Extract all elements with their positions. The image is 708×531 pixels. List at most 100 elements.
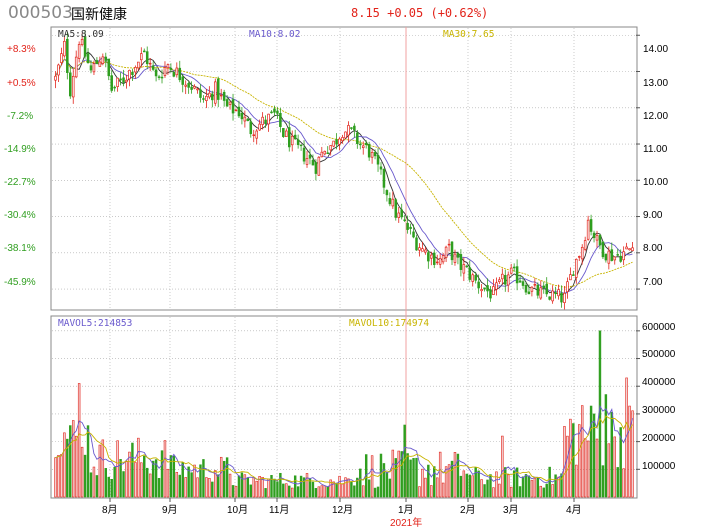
candle-body bbox=[554, 292, 557, 295]
month-label: 2月 bbox=[460, 504, 476, 516]
volume-bar bbox=[628, 405, 631, 498]
candle-body bbox=[350, 127, 353, 129]
volume-bar bbox=[140, 462, 143, 498]
volume-bar bbox=[255, 480, 258, 498]
volume-bar bbox=[433, 466, 436, 498]
candle-body bbox=[438, 258, 442, 265]
volume-bar bbox=[214, 470, 217, 498]
volume-bar bbox=[459, 475, 463, 498]
volume-bar bbox=[619, 427, 622, 498]
candle-body bbox=[196, 88, 199, 91]
candle-body bbox=[293, 134, 297, 140]
percent-tick: -22.7% bbox=[4, 177, 36, 188]
volume-bar bbox=[60, 454, 63, 498]
candle-body bbox=[228, 101, 232, 105]
candle-body bbox=[166, 64, 170, 69]
volume-bar bbox=[474, 467, 477, 498]
volume-bar bbox=[613, 436, 616, 498]
volume-bar bbox=[616, 467, 619, 498]
volume-bar bbox=[302, 477, 306, 498]
month-label: 12月 bbox=[332, 504, 353, 516]
candle-body bbox=[314, 162, 318, 174]
volume-bar bbox=[504, 467, 507, 498]
candle-body bbox=[382, 169, 386, 188]
candle-body bbox=[418, 247, 421, 251]
volume-bar bbox=[438, 451, 442, 498]
candle-body bbox=[131, 71, 134, 75]
volume-bar bbox=[397, 450, 400, 498]
candle-body bbox=[347, 125, 350, 136]
candle-body bbox=[625, 246, 628, 250]
candle-body bbox=[311, 159, 315, 166]
volume-bar bbox=[592, 413, 596, 498]
candle-body bbox=[583, 240, 587, 250]
volume-bar bbox=[578, 424, 581, 498]
candle-body bbox=[113, 86, 116, 89]
volume-bar bbox=[521, 476, 525, 498]
candle-body bbox=[486, 285, 489, 292]
volume-bar bbox=[453, 452, 457, 498]
candle-body bbox=[216, 78, 220, 100]
candle-body bbox=[255, 130, 258, 139]
candle-body bbox=[444, 246, 448, 258]
volume-bar bbox=[551, 484, 554, 498]
volume-bar bbox=[317, 486, 321, 498]
price-tick: 10.00 bbox=[643, 177, 668, 188]
volume-bar bbox=[456, 453, 460, 498]
candle-body bbox=[391, 198, 395, 207]
candle-body bbox=[160, 76, 164, 79]
candle-body bbox=[388, 198, 392, 205]
volume-bar bbox=[169, 455, 173, 498]
candle-body bbox=[566, 281, 569, 292]
month-label: 4月 bbox=[566, 504, 582, 516]
volume-bar bbox=[530, 480, 534, 498]
candle-body bbox=[527, 291, 531, 295]
stock-name: 国新健康 bbox=[71, 7, 127, 23]
candle-body bbox=[270, 111, 273, 114]
candle-body bbox=[569, 274, 572, 281]
price-tick: 12.00 bbox=[643, 111, 668, 122]
volume-bar bbox=[237, 475, 241, 498]
candle-body bbox=[308, 154, 312, 159]
candle-body bbox=[338, 138, 341, 145]
volume-bar bbox=[533, 478, 537, 498]
candle-body bbox=[332, 140, 335, 147]
candle-body bbox=[252, 134, 256, 136]
volume-bar bbox=[163, 440, 167, 498]
volume-bar bbox=[69, 425, 72, 498]
candle-body bbox=[406, 222, 409, 230]
candle-body bbox=[128, 69, 131, 80]
price-tick: 7.00 bbox=[643, 277, 663, 288]
volume-bar bbox=[430, 485, 433, 498]
volume-bar bbox=[116, 440, 119, 498]
candle-body bbox=[54, 75, 57, 81]
volume-bar bbox=[566, 435, 569, 498]
candle-body bbox=[279, 112, 282, 127]
ma30-line bbox=[55, 58, 633, 288]
volume-bar bbox=[362, 485, 365, 498]
volume-bar bbox=[512, 470, 516, 498]
volume-bar bbox=[501, 435, 504, 498]
volume-bar bbox=[202, 459, 205, 498]
volume-bar bbox=[492, 487, 495, 498]
volume-bar bbox=[359, 468, 362, 498]
candle-body bbox=[592, 232, 596, 239]
candle-body bbox=[471, 274, 474, 282]
candle-body bbox=[119, 78, 122, 81]
volume-bar bbox=[400, 451, 403, 498]
volume-bar bbox=[305, 473, 309, 498]
volume-bar bbox=[370, 455, 374, 498]
candle-body bbox=[214, 81, 217, 104]
candle-body bbox=[370, 151, 374, 158]
candle-body bbox=[509, 267, 513, 274]
volume-bar bbox=[563, 426, 566, 498]
candle-body bbox=[243, 116, 247, 122]
price-tick: 11.00 bbox=[643, 144, 668, 155]
volume-bar bbox=[480, 479, 483, 498]
percent-tick: +0.5% bbox=[7, 78, 36, 89]
volume-bar bbox=[261, 476, 264, 498]
volume-bar bbox=[101, 439, 105, 498]
volume-bar bbox=[572, 423, 575, 498]
candle-body bbox=[506, 274, 510, 286]
